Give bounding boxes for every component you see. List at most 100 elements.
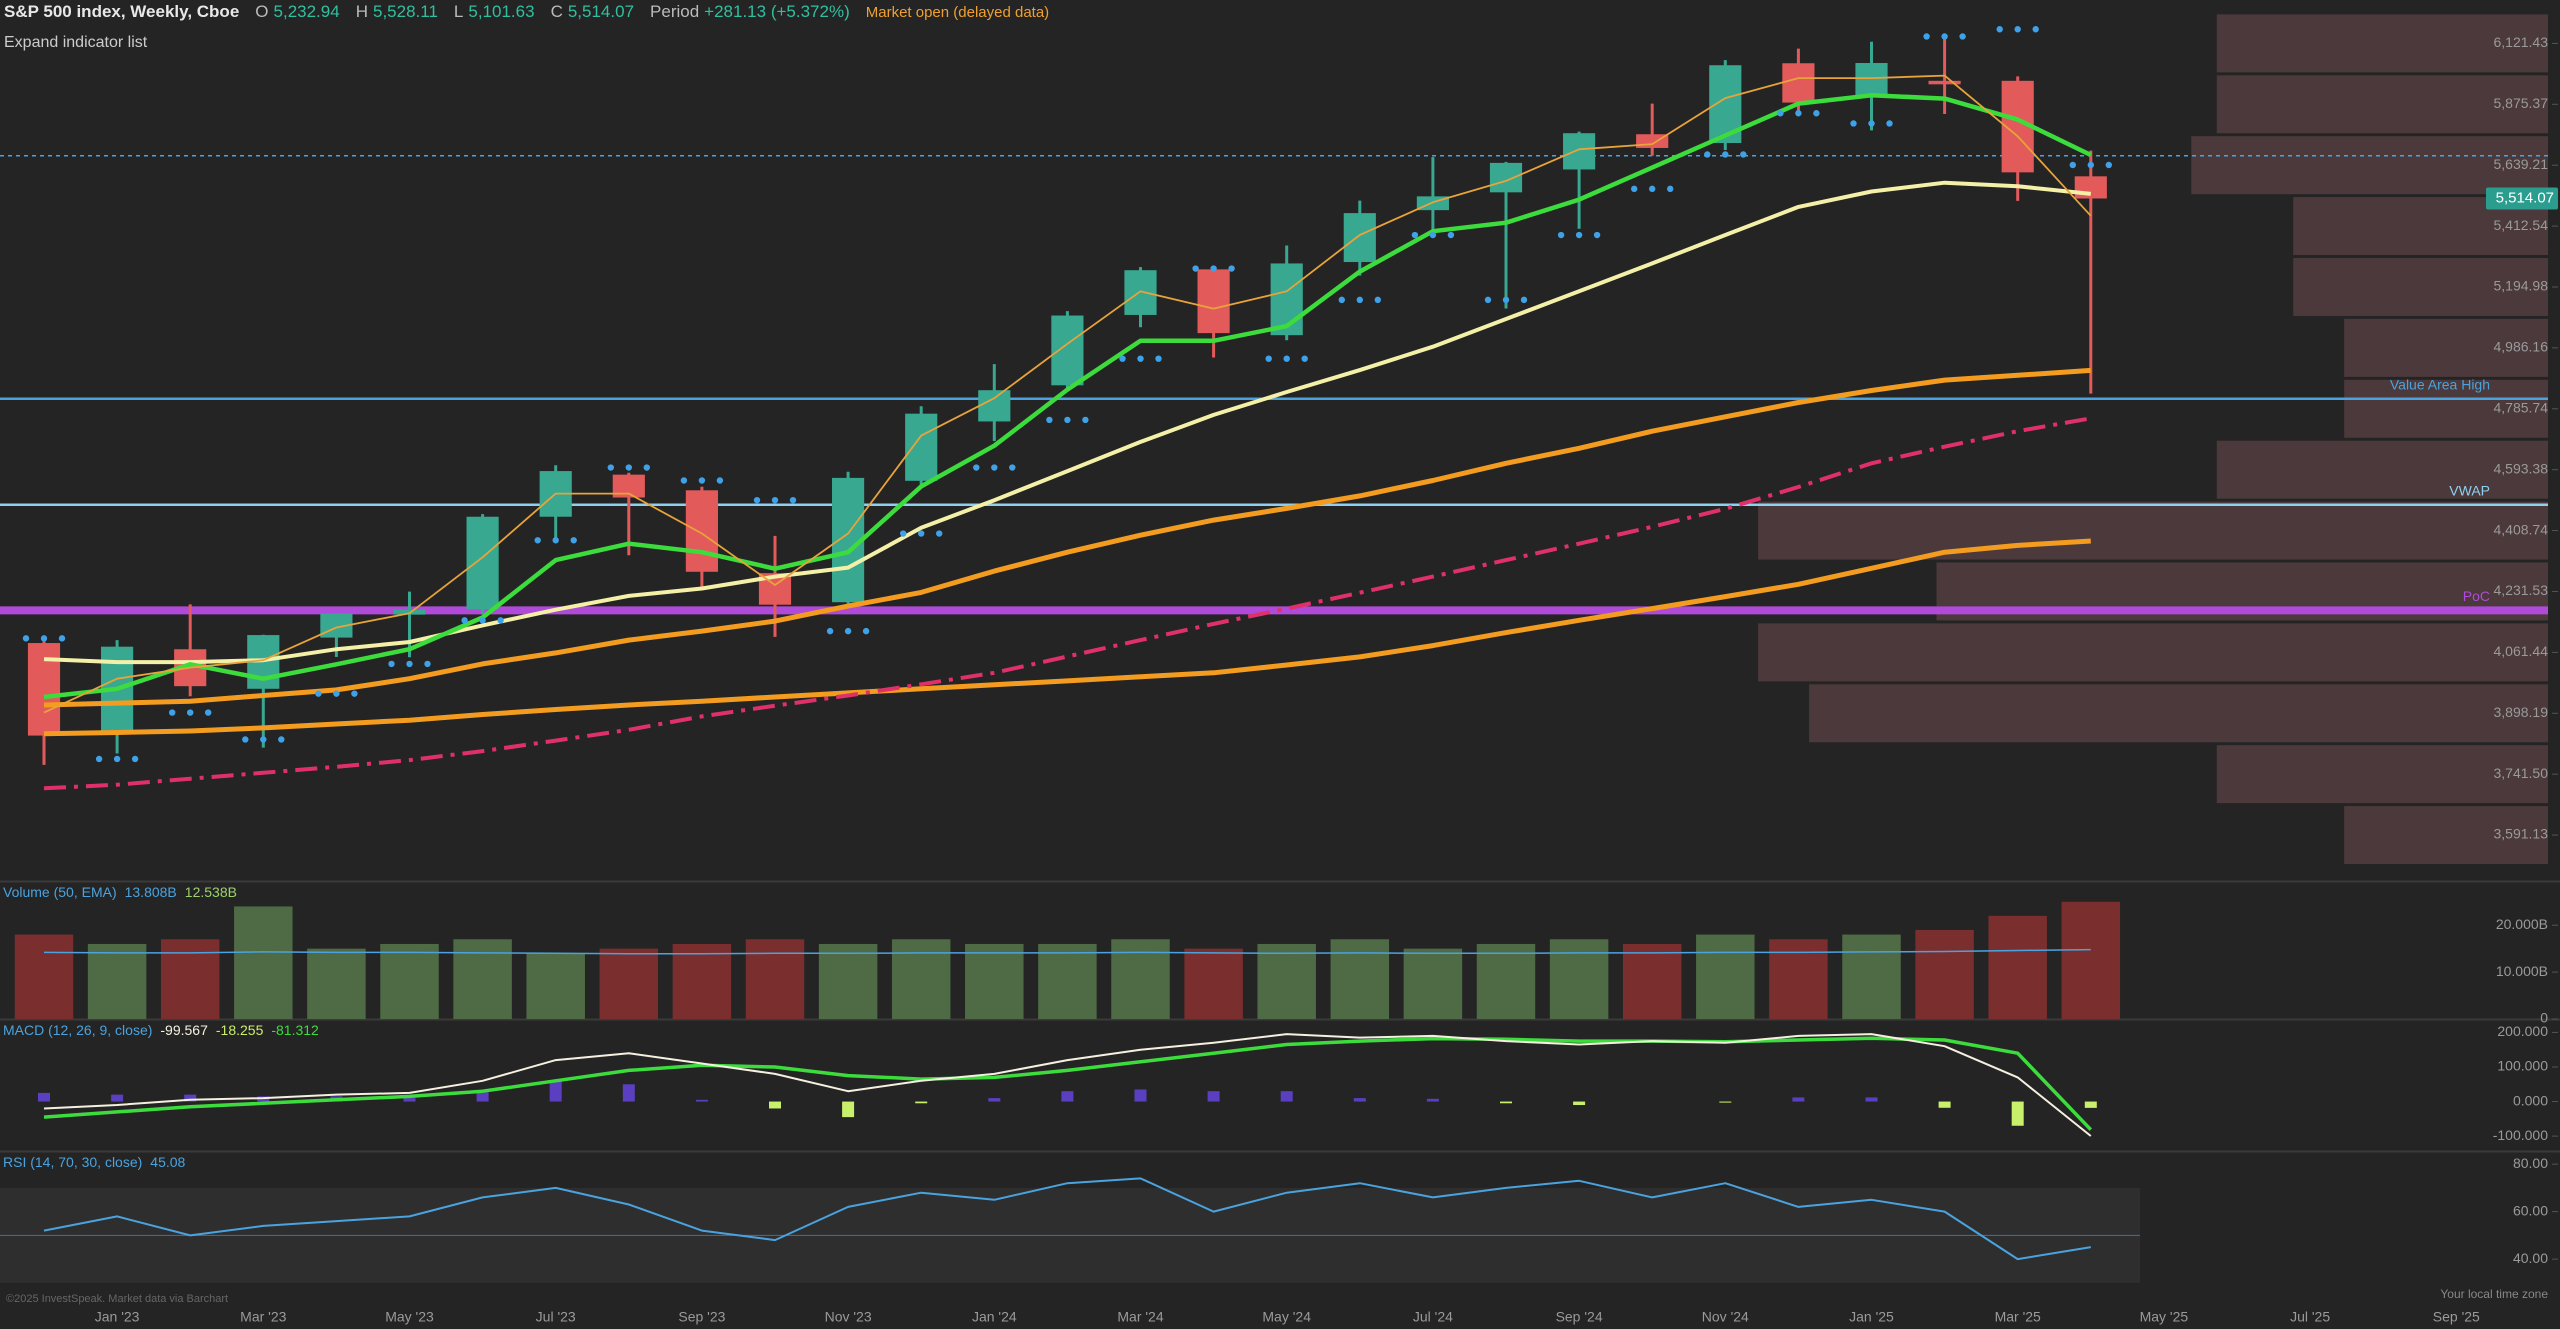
sar-dot — [242, 736, 249, 743]
sar-dot — [1265, 355, 1272, 362]
legend-value: 13.808B — [124, 884, 177, 900]
panel-title: Volume (50, EMA) 13.808B 12.538B — [3, 884, 237, 900]
sar-dot — [1722, 151, 1729, 158]
sar-dot — [187, 709, 194, 716]
expand-indicators[interactable]: Expand indicator list — [4, 34, 148, 51]
legend-value: -99.567 — [160, 1022, 208, 1038]
market-status: Market open (delayed data) — [865, 3, 1050, 21]
volume-profile-bar — [2344, 806, 2548, 865]
y-tick-label: 0.000 — [2513, 1092, 2548, 1108]
macd-histogram-bar — [1792, 1097, 1805, 1102]
sar-dot — [1704, 151, 1711, 158]
y-tick-label: 5,412.54 — [2494, 217, 2549, 233]
volume-bar — [1184, 948, 1243, 1019]
volume-profile-bar — [2216, 745, 2548, 804]
macd-histogram-bar — [2084, 1101, 2097, 1108]
indicator-line — [43, 416, 2092, 791]
period: Period +281.13 (+5.372%) — [650, 2, 850, 22]
field-value: 5,514.07 — [567, 2, 635, 21]
macd-histogram-bar — [1280, 1091, 1293, 1102]
sar-dot — [643, 464, 650, 471]
macd-histogram-bar — [1938, 1101, 1951, 1108]
volume-bar — [307, 948, 366, 1019]
macd-histogram-bar — [769, 1101, 781, 1109]
sar-dot — [497, 617, 504, 624]
candle-body — [2074, 176, 2107, 199]
macd-histogram-bar — [915, 1101, 928, 1104]
sar-dot — [1192, 265, 1199, 272]
sar-dot — [1447, 231, 1455, 239]
macd-histogram-bar — [2011, 1101, 2024, 1126]
sar-dot — [479, 617, 486, 624]
sar-dot — [607, 464, 614, 471]
y-tick-label: 4,408.74 — [2494, 521, 2549, 537]
x-tick-label: Jan '24 — [972, 1309, 1017, 1325]
field-value: 5,101.63 — [468, 2, 535, 21]
sar-dot — [698, 477, 706, 484]
macd-histogram-bar — [1500, 1101, 1512, 1104]
ohlc-field: O 5,232.94 — [255, 2, 339, 22]
volume-profile-bar — [2344, 379, 2548, 438]
panel: 0 10.000B 20.000B — [14, 901, 2558, 1026]
macd-histogram-bar — [403, 1098, 416, 1102]
volume-bar — [87, 943, 147, 1019]
macd-histogram-bar — [1573, 1101, 1586, 1106]
sar-dot — [406, 660, 413, 668]
sar-dot — [1064, 416, 1071, 424]
volume-profile-bar — [2344, 318, 2548, 377]
level-label: Value Area High — [2390, 377, 2490, 393]
x-tick-label: May '25 — [2140, 1309, 2189, 1325]
level-label: VWAP — [2449, 482, 2490, 498]
sar-dot — [2014, 26, 2021, 33]
sar-dot — [1082, 416, 1089, 424]
sar-dot — [131, 755, 139, 763]
sar-dot — [1886, 120, 1893, 127]
symbol-title: S&P 500 index, Weekly, Cboe — [4, 2, 240, 21]
sar-dot — [1959, 33, 1966, 40]
volume-bar — [1769, 939, 1828, 1019]
macd-histogram-bar — [184, 1094, 197, 1102]
sar-dot — [424, 660, 431, 668]
last-price-box — [2486, 187, 2558, 210]
sar-dot — [113, 755, 121, 763]
sar-dot — [1411, 231, 1419, 239]
x-tick-label: Mar '25 — [1995, 1309, 2041, 1325]
y-tick-label: 200.000 — [2497, 1023, 2548, 1039]
volume-profile-bar — [2216, 440, 2548, 499]
panel-title-text: RSI (14, 70, 30, close) — [3, 1154, 143, 1170]
volume-profile-bar — [1758, 623, 2548, 682]
sar-dot — [461, 617, 468, 624]
sar-dot — [1009, 464, 1016, 471]
sar-dot — [1228, 265, 1235, 272]
sar-dot — [1813, 110, 1820, 117]
macd-histogram-bar — [1134, 1089, 1147, 1102]
indicator-line — [43, 948, 2091, 955]
x-tick-label: Jan '23 — [95, 1309, 140, 1325]
volume-bar — [1403, 948, 1463, 1019]
indicator-line — [43, 367, 2091, 708]
x-tick-label: Jul '24 — [1413, 1309, 1453, 1325]
volume-bar — [1622, 943, 1682, 1019]
volume-bar — [1915, 929, 1974, 1019]
sar-dot — [771, 496, 779, 504]
volume-bar — [745, 939, 805, 1019]
volume-bar — [672, 943, 732, 1019]
x-tick-label: Sep '23 — [678, 1309, 725, 1325]
sar-dot — [1119, 355, 1126, 362]
field-label: O — [255, 2, 269, 21]
field-label: L — [453, 2, 464, 21]
macd-histogram-bar — [111, 1094, 124, 1102]
sar-dot — [2087, 161, 2094, 169]
sar-dot — [2032, 26, 2039, 33]
sar-dot — [918, 530, 925, 537]
volume-bar — [965, 943, 1024, 1019]
sar-dot — [1502, 296, 1510, 304]
x-tick-label: Sep '25 — [2433, 1309, 2480, 1325]
indicator-line — [43, 538, 2091, 737]
sar-dot — [1923, 33, 1930, 40]
candle-body — [1343, 213, 1376, 263]
candle-body — [1928, 80, 1961, 85]
candle-body — [685, 490, 718, 572]
y-tick-label: -100.000 — [2493, 1127, 2548, 1143]
timezone-note: Your local time zone — [2440, 1287, 2548, 1301]
